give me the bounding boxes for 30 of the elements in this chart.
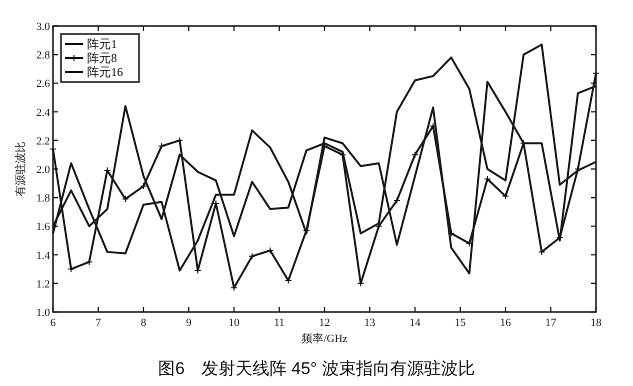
y-tick-label: 2.2	[36, 135, 50, 148]
x-tick-label: 7	[96, 317, 102, 329]
x-tick-label: 17	[545, 317, 557, 329]
y-tick-label: 1.4	[36, 250, 50, 262]
y-tick-label: 1.8	[36, 192, 50, 205]
legend-label: 阵元16	[87, 65, 123, 79]
text: 图6 发射天线阵 45° 波束指向有源驻波比	[158, 359, 475, 378]
x-axis-title: 频率/GHz	[302, 332, 348, 345]
y-tick-label: 2.0	[36, 164, 50, 176]
y-tick-label: 3.0	[36, 21, 50, 33]
x-tick-label: 13	[364, 317, 376, 329]
y-tick-label: 1.2	[36, 278, 50, 290]
x-tick-label: 8	[140, 317, 147, 329]
x-tick-label: 15	[454, 317, 466, 329]
x-tick-label: 9	[186, 317, 192, 329]
y-tick-label: 1.6	[36, 221, 50, 234]
x-tick-label: 18	[590, 317, 602, 329]
x-tick-label: 14	[410, 317, 421, 329]
y-tick-label: 2.8	[36, 50, 50, 62]
y-axis-title: 有源驻波比	[14, 142, 27, 196]
x-tick-label: 6	[50, 317, 56, 329]
legend-label: 阵元1	[87, 37, 117, 51]
y-tick-label: 2.6	[36, 78, 50, 90]
x-tick-label: 10	[228, 317, 240, 329]
x-tick-label: 16	[500, 317, 512, 329]
x-tick-label: 12	[319, 317, 330, 329]
x-tick-label: 11	[274, 317, 285, 329]
y-tick-label: 2.4	[36, 106, 50, 119]
legend-label: 阵元8	[87, 51, 117, 65]
y-tick-label: 1.0	[36, 307, 50, 319]
